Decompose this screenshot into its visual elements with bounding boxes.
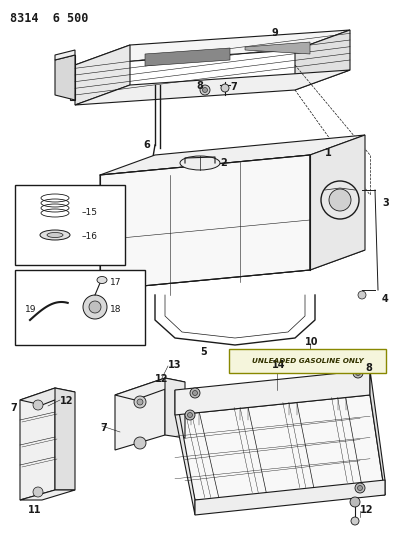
Polygon shape — [145, 48, 230, 66]
Polygon shape — [175, 390, 195, 515]
Text: 19: 19 — [25, 305, 36, 314]
Ellipse shape — [329, 189, 351, 211]
Polygon shape — [165, 378, 185, 438]
Text: 6: 6 — [143, 140, 150, 150]
Circle shape — [351, 517, 359, 525]
Text: 7: 7 — [100, 423, 107, 433]
Text: 13: 13 — [168, 360, 182, 370]
Polygon shape — [370, 370, 385, 495]
Text: 4: 4 — [382, 294, 389, 304]
Circle shape — [33, 400, 43, 410]
Text: 10: 10 — [305, 337, 318, 347]
Circle shape — [358, 486, 363, 490]
Circle shape — [188, 413, 192, 417]
Text: –15: –15 — [82, 208, 98, 217]
Text: 12: 12 — [60, 396, 73, 406]
Ellipse shape — [97, 277, 107, 284]
Polygon shape — [100, 135, 365, 175]
Text: 3: 3 — [382, 198, 389, 208]
Polygon shape — [20, 388, 55, 500]
Polygon shape — [115, 378, 165, 450]
Circle shape — [33, 487, 43, 497]
Ellipse shape — [180, 156, 220, 170]
FancyBboxPatch shape — [15, 270, 145, 345]
Polygon shape — [310, 135, 365, 270]
Text: 12: 12 — [155, 374, 168, 384]
Circle shape — [89, 301, 101, 313]
Circle shape — [134, 437, 146, 449]
Polygon shape — [55, 50, 75, 60]
Text: 2: 2 — [220, 158, 227, 168]
Circle shape — [221, 84, 229, 92]
Polygon shape — [20, 490, 75, 500]
Text: 8: 8 — [365, 363, 372, 373]
Text: 12: 12 — [360, 505, 373, 515]
Polygon shape — [55, 55, 75, 100]
Polygon shape — [75, 70, 350, 105]
Polygon shape — [195, 480, 385, 515]
Text: 11: 11 — [28, 505, 41, 515]
Circle shape — [192, 391, 198, 395]
Polygon shape — [115, 378, 185, 400]
Circle shape — [355, 483, 365, 493]
Polygon shape — [75, 45, 130, 105]
Circle shape — [353, 368, 363, 378]
Text: 5: 5 — [200, 347, 207, 357]
Circle shape — [358, 291, 366, 299]
Polygon shape — [245, 42, 310, 54]
Circle shape — [137, 399, 143, 405]
Text: 9: 9 — [272, 28, 279, 38]
Text: 8: 8 — [196, 81, 203, 91]
Circle shape — [356, 370, 361, 376]
Polygon shape — [175, 395, 385, 500]
Text: 17: 17 — [110, 278, 122, 287]
Text: 8314  6 500: 8314 6 500 — [10, 12, 88, 25]
Text: 7: 7 — [230, 82, 237, 92]
Circle shape — [190, 388, 200, 398]
Text: UNLEADED GASOLINE ONLY: UNLEADED GASOLINE ONLY — [252, 358, 363, 364]
Circle shape — [83, 295, 107, 319]
Polygon shape — [175, 370, 370, 415]
Polygon shape — [75, 30, 350, 65]
Text: –16: –16 — [82, 232, 98, 241]
Text: 18: 18 — [110, 305, 122, 314]
Polygon shape — [100, 155, 310, 290]
Ellipse shape — [47, 232, 63, 238]
Polygon shape — [55, 388, 75, 490]
Circle shape — [185, 410, 195, 420]
Ellipse shape — [40, 230, 70, 240]
Circle shape — [200, 85, 210, 95]
Circle shape — [134, 396, 146, 408]
Polygon shape — [70, 55, 75, 100]
Polygon shape — [20, 388, 75, 405]
Polygon shape — [295, 30, 350, 90]
Circle shape — [350, 497, 360, 507]
FancyBboxPatch shape — [15, 185, 125, 265]
FancyBboxPatch shape — [229, 349, 386, 373]
Text: 1: 1 — [325, 148, 332, 158]
Text: 7: 7 — [10, 403, 17, 413]
Text: 14: 14 — [272, 360, 286, 370]
Circle shape — [203, 87, 207, 93]
Ellipse shape — [321, 181, 359, 219]
Polygon shape — [100, 250, 365, 290]
